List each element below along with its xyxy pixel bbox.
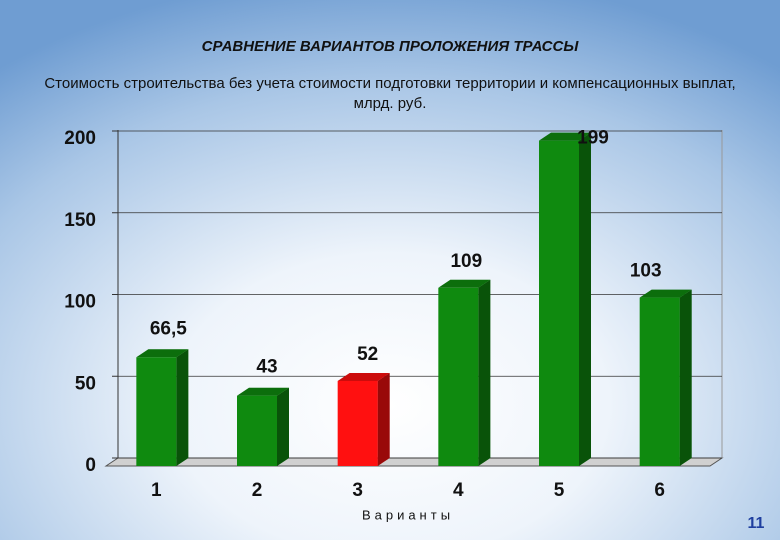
y-tick-label: 200 bbox=[64, 128, 96, 149]
bar bbox=[438, 287, 479, 466]
bar-top-shade bbox=[237, 387, 289, 396]
x-tick-label: 1 bbox=[151, 480, 162, 501]
bar-side-shade bbox=[277, 387, 289, 466]
bar-top-shade bbox=[539, 132, 591, 141]
bar-top-shade bbox=[438, 279, 491, 288]
bar-top-shade bbox=[639, 289, 692, 298]
page-number: 11 bbox=[748, 515, 765, 532]
x-tick-label: 6 bbox=[654, 480, 665, 501]
bar-side bbox=[679, 289, 692, 466]
bar-top bbox=[539, 132, 591, 141]
bar bbox=[237, 395, 277, 466]
bar-side-shade bbox=[478, 279, 491, 466]
bar-side bbox=[277, 387, 289, 466]
bar bbox=[136, 357, 177, 466]
x-tick-label: 5 bbox=[554, 480, 565, 501]
subtitle-box: Стоимость строительства без учета стоимо… bbox=[44, 75, 736, 112]
y-tick-label: 50 bbox=[75, 373, 96, 394]
chart-title: СРАВНЕНИЕ ВАРИАНТОВ ПРОЛОЖЕНИЯ ТРАССЫ bbox=[202, 38, 580, 55]
data-label: 199 bbox=[577, 128, 609, 149]
bar-top bbox=[639, 289, 692, 298]
x-tick-label: 3 bbox=[352, 480, 363, 501]
y-tick-label: 0 bbox=[85, 455, 96, 476]
chart-subtitle: Стоимость строительства без учета стоимо… bbox=[44, 75, 736, 112]
bar-side bbox=[579, 132, 591, 466]
bar-side bbox=[176, 349, 189, 466]
data-label: 52 bbox=[357, 344, 378, 365]
y-tick-label: 150 bbox=[64, 210, 96, 231]
bar-top-shade bbox=[136, 349, 189, 358]
bar bbox=[639, 297, 680, 466]
data-label: 43 bbox=[256, 357, 277, 378]
y-tick-label: 100 bbox=[64, 292, 96, 313]
x-tick-label: 2 bbox=[252, 480, 263, 501]
bar-side bbox=[478, 279, 491, 466]
x-axis-label: Варианты bbox=[362, 507, 454, 522]
data-label: 66,5 bbox=[150, 318, 187, 339]
bar-side-shade bbox=[176, 349, 189, 466]
x-tick-label: 4 bbox=[453, 480, 464, 501]
bar-side-shade bbox=[377, 372, 390, 466]
bar bbox=[539, 140, 579, 466]
bar-top bbox=[337, 372, 390, 381]
bar-side-shade bbox=[579, 132, 591, 466]
data-label: 109 bbox=[450, 251, 482, 272]
bar-side bbox=[377, 372, 390, 466]
bar bbox=[337, 380, 378, 466]
floor bbox=[104, 457, 724, 467]
data-label: 103 bbox=[630, 261, 662, 282]
bar-top bbox=[438, 279, 491, 288]
bar-top bbox=[136, 349, 189, 358]
bar-top-shade bbox=[337, 372, 390, 381]
bar-side-shade bbox=[679, 289, 692, 466]
bar-top bbox=[237, 387, 289, 396]
